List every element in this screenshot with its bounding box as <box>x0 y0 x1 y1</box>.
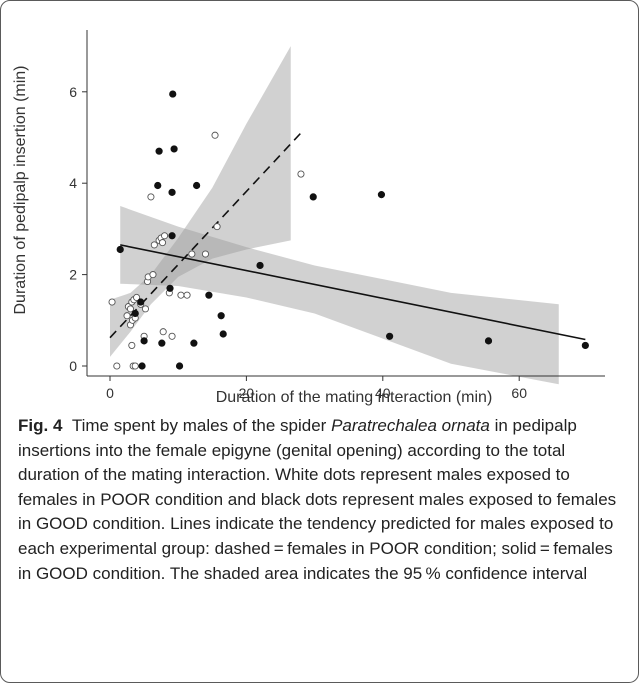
y-tick-label: 2 <box>69 267 77 283</box>
point-good <box>377 191 386 199</box>
point-good <box>309 193 317 201</box>
point-good <box>138 362 146 370</box>
scatter-chart: 0 20 40 60 0 2 4 6 Duration of the mating inter… <box>12 30 605 406</box>
point-poor <box>113 362 121 370</box>
x-tick-label: 0 <box>106 385 114 401</box>
y-tick-label: 4 <box>69 175 77 191</box>
confidence-band-poor <box>110 46 291 357</box>
point-good <box>154 181 162 190</box>
caption-text-before: Time spent by males of the spider <box>71 416 332 435</box>
point-poor <box>188 250 196 258</box>
point-good <box>256 261 264 270</box>
point-poor <box>133 293 141 302</box>
point-poor <box>128 341 136 349</box>
caption-text-after: in pedipalp insertions into the female e… <box>18 416 617 583</box>
point-poor <box>108 298 116 306</box>
data-points <box>108 90 589 370</box>
point-poor <box>131 362 139 370</box>
point-good <box>170 145 178 153</box>
point-good <box>169 90 177 98</box>
point-poor <box>141 305 150 313</box>
point-poor <box>213 223 221 231</box>
point-poor <box>147 193 155 201</box>
point-poor <box>183 291 191 299</box>
x-tick-label: 20 <box>239 385 255 401</box>
axes <box>82 30 605 381</box>
x-axis-label: Duration of the mating interaction (min) <box>216 389 493 406</box>
point-good <box>137 298 145 306</box>
point-poor <box>159 328 167 336</box>
confidence-band-good <box>120 206 559 385</box>
point-good <box>219 330 227 338</box>
point-good <box>581 341 589 350</box>
point-poor <box>211 131 219 139</box>
caption-species: Paratrechalea ornata <box>331 416 490 435</box>
point-poor <box>297 170 305 178</box>
y-axis-label: Duration of pedipalp insertion (min) <box>12 65 29 314</box>
y-tick-label: 0 <box>69 358 77 374</box>
point-good <box>175 362 184 370</box>
point-good <box>158 339 166 347</box>
point-good <box>168 188 176 196</box>
confidence-bands <box>110 46 559 385</box>
point-good <box>217 312 225 320</box>
point-good <box>155 147 163 155</box>
point-good <box>484 337 493 345</box>
point-poor <box>158 239 167 247</box>
figure-caption: Fig. 4 Time spent by males of the spider… <box>18 414 618 586</box>
point-poor <box>126 305 135 313</box>
trend-line-good <box>120 244 586 341</box>
point-good <box>168 232 176 240</box>
x-tick-label: 60 <box>511 385 527 401</box>
point-good <box>190 339 198 347</box>
point-poor <box>150 241 158 249</box>
point-good <box>205 291 213 299</box>
figure-label: Fig. 4 <box>18 416 63 435</box>
tick-labels: 0 20 40 60 0 2 4 6 <box>69 84 527 401</box>
point-poor <box>123 312 131 320</box>
y-tick-label: 6 <box>69 84 77 100</box>
point-good <box>116 245 124 254</box>
x-tick-label: 40 <box>375 385 391 401</box>
point-poor <box>161 232 169 240</box>
point-poor <box>201 250 210 258</box>
point-good <box>140 337 148 345</box>
point-good <box>131 309 139 318</box>
point-good <box>386 332 394 340</box>
point-good <box>166 284 174 292</box>
point-poor <box>149 271 157 279</box>
point-good <box>193 181 201 190</box>
point-poor <box>168 332 176 340</box>
point-poor <box>177 291 185 299</box>
